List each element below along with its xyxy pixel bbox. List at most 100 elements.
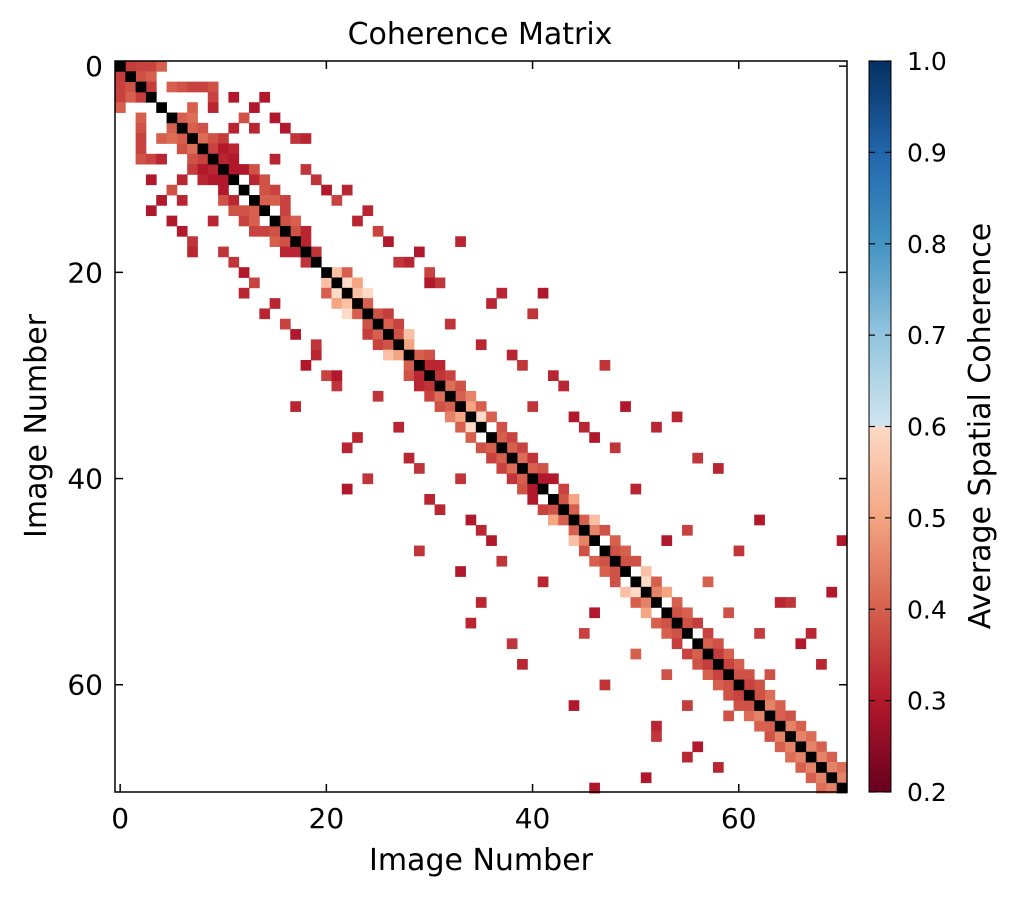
heatmap-cell: [269, 225, 281, 237]
heatmap-cell: [403, 256, 415, 268]
heatmap-cell: [207, 215, 219, 227]
heatmap-cell: [682, 524, 693, 536]
heatmap-cell: [176, 143, 188, 155]
heatmap-cell: [671, 597, 683, 608]
diagonal-cell: [372, 318, 384, 330]
diagonal-cell: [156, 102, 167, 113]
colorbar-tick-label: 0.5: [907, 504, 947, 533]
heatmap-cell: [249, 122, 260, 134]
heatmap-cell: [341, 298, 353, 309]
heatmap-cell: [733, 658, 745, 670]
heatmap-cell: [785, 720, 796, 732]
diagonal-cell: [434, 380, 446, 392]
heatmap-cell: [156, 195, 167, 206]
heatmap-cell: [310, 174, 322, 186]
heatmap-cell: [630, 648, 642, 660]
heatmap-cell: [795, 638, 807, 650]
diagonal-cell: [630, 576, 642, 588]
heatmap-cell: [692, 648, 704, 660]
heatmap-cell: [517, 483, 528, 495]
colorbar-tick-label: 0.9: [907, 138, 947, 167]
heatmap-cell: [805, 628, 817, 639]
diagonal-cell: [465, 411, 477, 423]
heatmap-cell: [300, 256, 312, 268]
heatmap-cell: [682, 751, 693, 763]
heatmap-cell: [496, 432, 508, 443]
heatmap-cell: [228, 164, 240, 175]
heatmap-cell: [568, 524, 580, 536]
heatmap-cell: [609, 442, 621, 454]
heatmap-cell: [187, 164, 198, 175]
heatmap-cell: [651, 421, 662, 433]
heatmap-cell: [671, 607, 683, 619]
heatmap-cell: [135, 122, 147, 134]
heatmap-cell: [712, 669, 724, 680]
heatmap-cell: [774, 700, 786, 711]
heatmap-cell: [805, 772, 817, 784]
heatmap-cell: [115, 71, 126, 83]
diagonal-cell: [300, 246, 312, 258]
x-tick-label: 40: [515, 802, 551, 835]
heatmap-cell: [702, 576, 714, 588]
heatmap-cell: [589, 432, 600, 443]
heatmap-cell: [269, 153, 281, 165]
heatmap-cell: [774, 741, 786, 753]
heatmap-cell: [692, 452, 704, 464]
heatmap-cell: [197, 153, 209, 165]
heatmap-cell: [486, 411, 497, 423]
heatmap-cell: [651, 720, 662, 732]
colorbar-tick-label: 0.2: [907, 778, 947, 807]
heatmap-cell: [620, 555, 631, 567]
heatmap-cell: [249, 174, 260, 186]
heatmap-cell: [424, 380, 436, 392]
heatmap-cell: [568, 700, 580, 711]
heatmap-cell: [434, 370, 446, 382]
heatmap-cell: [754, 720, 765, 732]
diagonal-cell: [836, 782, 848, 794]
heatmap-cell: [218, 184, 229, 196]
diagonal-cell: [383, 329, 394, 340]
heatmap-cell: [743, 679, 755, 691]
diagonal-cell: [661, 607, 673, 619]
heatmap-cell: [702, 628, 714, 639]
diagonal-cell: [578, 524, 590, 536]
heatmap-cell: [197, 122, 209, 134]
heatmap-cell: [115, 81, 126, 93]
heatmap-cell: [383, 318, 394, 330]
heatmap-cell: [444, 411, 456, 423]
heatmap-cell: [362, 205, 374, 217]
heatmap-cell: [475, 597, 487, 608]
heatmap-cell: [259, 195, 271, 206]
diagonal-cell: [702, 648, 714, 660]
heatmap-cell: [424, 390, 436, 402]
x-tick-label: 60: [721, 802, 757, 835]
heatmap-cell: [764, 731, 776, 742]
heatmap-cell: [455, 236, 466, 247]
heatmap-cell: [816, 741, 827, 753]
heatmap-cell: [135, 133, 147, 144]
y-tick-label: 20: [67, 256, 103, 289]
heatmap-cell: [723, 658, 734, 670]
heatmap-cell: [393, 318, 405, 330]
heatmap-cell: [279, 205, 291, 217]
heatmap-cell: [733, 689, 745, 701]
colorbar: 0.2 0.3 0.4 0.5 0.6 0.7 0.8 0.9 1.0: [868, 47, 947, 807]
heatmap-cell: [651, 586, 662, 598]
y-axis-label: Image Number: [19, 313, 54, 538]
diagonal-cell: [218, 164, 229, 175]
colorbar-label: Average Spatial Coherence: [963, 223, 998, 629]
x-tick-label: 20: [309, 802, 345, 835]
heatmap-cell: [176, 225, 188, 237]
diagonal-cell: [517, 463, 528, 474]
heatmap-cell: [145, 153, 157, 165]
diagonal-cell: [249, 195, 260, 206]
heatmap-cell: [640, 607, 652, 619]
heatmap-cell: [207, 91, 219, 103]
heatmap-cell: [589, 555, 600, 567]
heatmap-cell: [413, 380, 425, 392]
diagonal-cell: [599, 545, 611, 557]
heatmap-cell: [279, 246, 291, 258]
heatmap-cell: [826, 782, 838, 794]
x-tick-label: 0: [111, 802, 129, 835]
heatmap-cell: [176, 81, 188, 93]
